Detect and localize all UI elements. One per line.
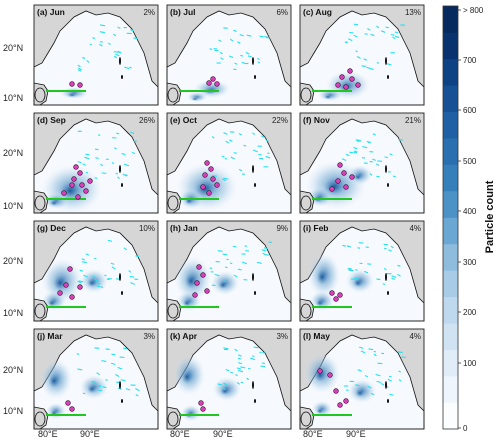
- panel-title: (f) Nov: [303, 115, 330, 125]
- map-panel: (b) Jul 6%: [166, 4, 292, 106]
- colorbar-tick: 0: [463, 424, 468, 433]
- map-panel: (j) Mar 3%: [33, 328, 159, 430]
- panel-title: (i) Feb: [303, 223, 329, 233]
- panel-title: (k) Apr: [170, 331, 198, 341]
- colorbar-band: [443, 243, 458, 271]
- x-tick-80e: 80°E: [38, 429, 58, 439]
- panel-title: (e) Oct: [170, 115, 197, 125]
- colorbar-band: [443, 217, 458, 245]
- panel-percent: 4%: [409, 224, 421, 233]
- map-panel: (a) Jun 2%: [33, 4, 159, 106]
- colorbar-tick: 400: [463, 207, 477, 216]
- colorbar-band: [443, 111, 458, 139]
- x-tick-80e: 80°E: [170, 429, 190, 439]
- colorbar-tick: 300: [463, 258, 477, 267]
- panel-percent: 4%: [409, 332, 421, 341]
- map-panel: (d) Sep 26%: [33, 112, 159, 214]
- colorbar-tick: 100: [463, 359, 477, 368]
- colorbar-tick: 500: [463, 157, 477, 166]
- map-panel: (g) Dec 10%: [33, 220, 159, 322]
- colorbar-band: [443, 6, 458, 33]
- panel-title: (g) Dec: [37, 223, 66, 233]
- colorbar-tick: 700: [463, 56, 477, 65]
- x-tick-90e: 90°E: [213, 429, 233, 439]
- y-tick-20n: 20°N: [3, 148, 23, 158]
- colorbar-band: [443, 376, 458, 403]
- x-tick-90e: 90°E: [346, 429, 366, 439]
- panel-percent: 2%: [143, 8, 155, 17]
- panel-percent: 3%: [143, 332, 155, 341]
- colorbar-band: [443, 270, 458, 298]
- colorbar-band: [443, 349, 458, 377]
- colorbar-tick: 200: [463, 308, 477, 317]
- panel-percent: 13%: [405, 8, 421, 17]
- panel-percent: 22%: [272, 116, 288, 125]
- map-panel: (c) Aug 13%: [299, 4, 425, 106]
- panel-percent: 21%: [405, 116, 421, 125]
- y-tick-10n: 10°N: [3, 201, 23, 211]
- y-tick-10n: 10°N: [3, 406, 23, 416]
- colorbar-band: [443, 402, 458, 430]
- y-tick-20n: 20°N: [3, 256, 23, 266]
- panel-percent: 10%: [139, 224, 155, 233]
- colorbar-band: [443, 323, 458, 350]
- map-panel: (l) May 4%: [299, 328, 425, 430]
- colorbar-band: [443, 296, 458, 324]
- panel-title: (c) Aug: [303, 7, 332, 17]
- panel-title: (a) Jun: [37, 7, 65, 17]
- panel-percent: 9%: [276, 224, 288, 233]
- x-tick-90e: 90°E: [80, 429, 100, 439]
- colorbar-label: Particle count: [484, 180, 496, 253]
- colorbar: > 800 700 600 500 400 300 200 100 0 Particle cou…: [442, 5, 496, 433]
- colorbar-tick: > 800: [463, 6, 484, 15]
- colorbar-band: [443, 164, 458, 192]
- panel-title: (j) Mar: [37, 331, 63, 341]
- map-panel: (e) Oct 22%: [166, 112, 292, 214]
- y-tick-20n: 20°N: [3, 365, 23, 375]
- panel-title: (d) Sep: [37, 115, 66, 125]
- map-panel: (k) Apr 3%: [166, 328, 292, 430]
- panel-title: (b) Jul: [170, 7, 196, 17]
- x-tick-80e: 80°E: [303, 429, 323, 439]
- colorbar-band: [443, 138, 458, 165]
- map-panel: (h) Jan 9%: [166, 220, 292, 322]
- colorbar-band: [443, 85, 458, 113]
- map-panel: (f) Nov 21%: [299, 112, 425, 214]
- y-tick-20n: 20°N: [3, 43, 23, 53]
- panel-title: (h) Jan: [170, 223, 198, 233]
- panel-percent: 6%: [276, 8, 288, 17]
- colorbar-band: [443, 191, 458, 218]
- y-tick-10n: 10°N: [3, 308, 23, 318]
- colorbar-band: [443, 32, 458, 60]
- panel-percent: 3%: [276, 332, 288, 341]
- map-panel: (i) Feb 4%: [299, 220, 425, 322]
- colorbar-tick: 600: [463, 106, 477, 115]
- panel-title: (l) May: [303, 331, 330, 341]
- y-tick-10n: 10°N: [3, 93, 23, 103]
- panel-percent: 26%: [139, 116, 155, 125]
- colorbar-band: [443, 58, 458, 86]
